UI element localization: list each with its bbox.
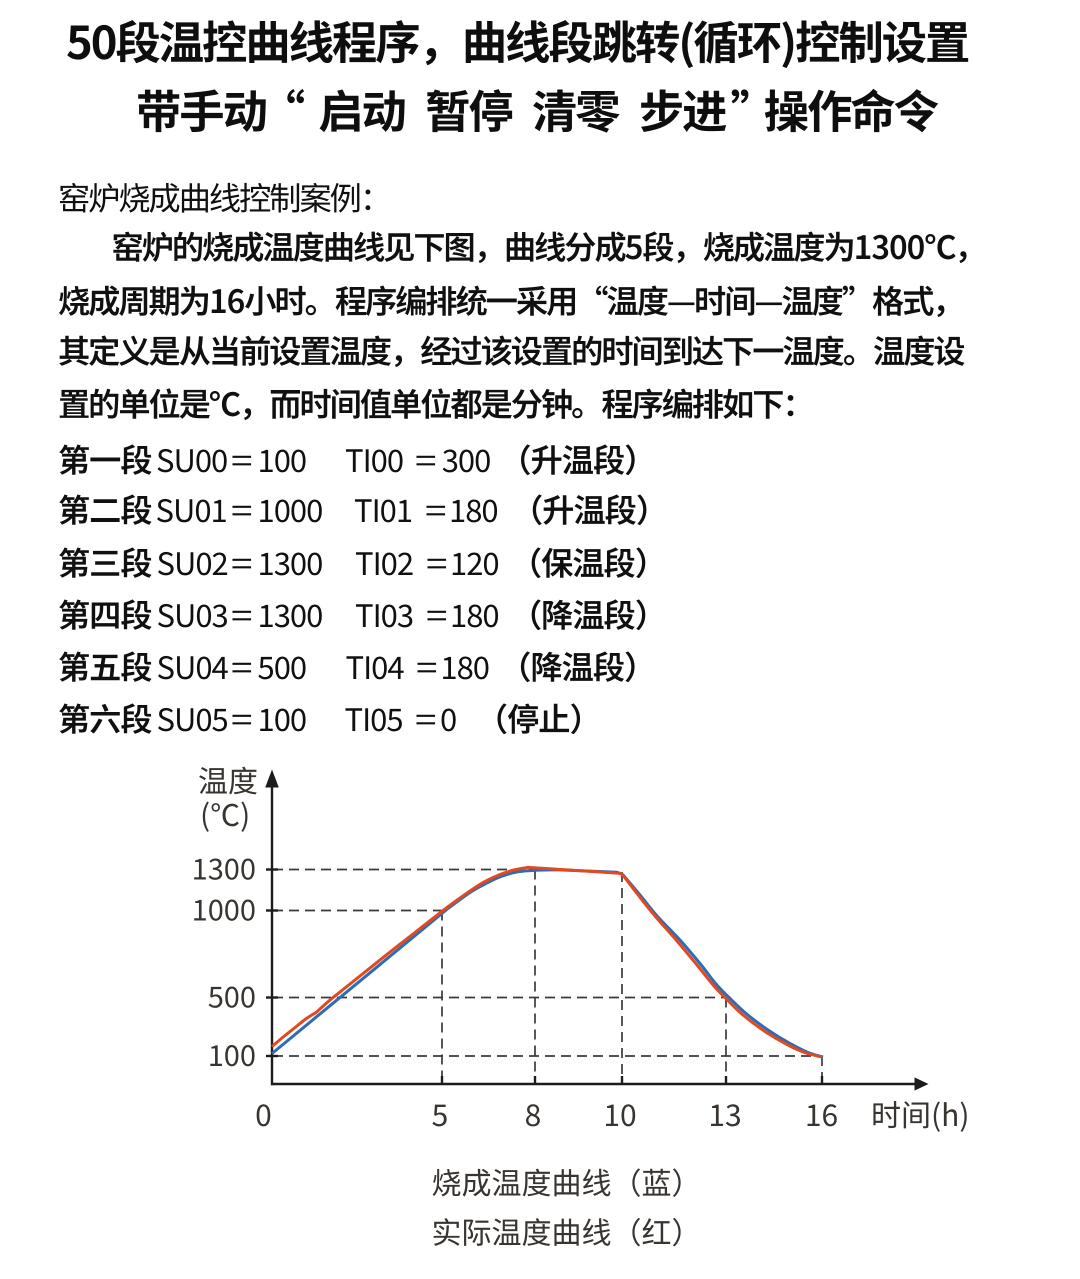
svg-text:温度: 温度 <box>198 757 258 801</box>
svg-text:烧成温度曲线（蓝）: 烧成温度曲线（蓝） <box>432 1159 702 1203</box>
svg-text:1300: 1300 <box>192 847 256 889</box>
svg-text:(℃): (℃) <box>200 791 250 835</box>
svg-text:100: 100 <box>208 1033 256 1075</box>
svg-text:时间(h): 时间(h) <box>871 1091 970 1135</box>
svg-text:实际温度曲线（红）: 实际温度曲线（红） <box>432 1209 702 1253</box>
svg-text:8: 8 <box>525 1091 542 1135</box>
svg-text:13: 13 <box>708 1091 741 1135</box>
svg-text:10: 10 <box>603 1091 636 1135</box>
svg-text:16: 16 <box>805 1091 838 1135</box>
svg-text:0: 0 <box>255 1091 272 1135</box>
svg-text:5: 5 <box>432 1091 449 1135</box>
svg-text:1000: 1000 <box>192 888 256 930</box>
svg-text:500: 500 <box>208 975 256 1017</box>
